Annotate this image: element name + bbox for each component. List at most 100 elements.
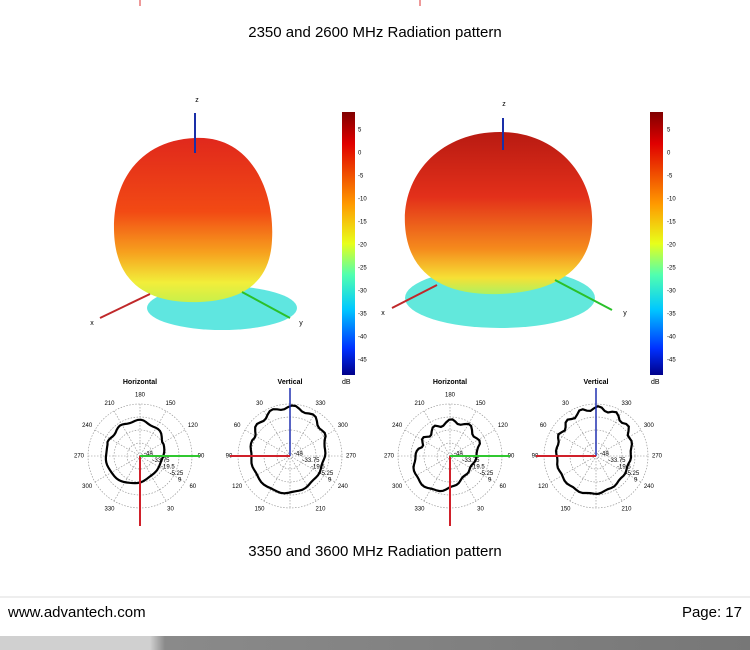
colorbar-unit: dB	[342, 379, 351, 386]
radial-label: -33.75	[463, 458, 481, 464]
angle-label: 60	[189, 484, 196, 490]
radial-label: 9	[178, 478, 182, 484]
radial-label: -19.5	[161, 465, 175, 471]
polar-title: Horizontal	[433, 379, 467, 386]
axis-label: y	[299, 320, 303, 327]
radial-label: -19.5	[617, 465, 631, 471]
axis-label: x	[381, 310, 385, 317]
colorbar-label: -40	[358, 335, 367, 341]
colorbar-unit: dB	[651, 379, 660, 386]
polar-title: Vertical	[278, 379, 303, 386]
radial-label: -19.5	[471, 465, 485, 471]
caption: 3350 and 3600 MHz Radiation pattern	[248, 543, 502, 560]
colorbar-label: -20	[358, 243, 367, 249]
angle-label: 330	[315, 401, 326, 407]
colorbar-label: -10	[667, 197, 676, 203]
radial-label: -33.75	[303, 458, 321, 464]
colorbar	[342, 112, 355, 375]
radial-label: 9	[488, 478, 492, 484]
radial-label: -48	[144, 452, 153, 458]
angle-label: 240	[392, 423, 403, 429]
angle-label: 120	[498, 423, 509, 429]
radial-label: -19.5	[311, 465, 325, 471]
angle-label: 150	[475, 401, 486, 407]
colorbar-label: 0	[358, 151, 362, 157]
angle-label: 330	[621, 401, 632, 407]
pattern-3d: z x y	[381, 101, 627, 328]
radial-label: -33.75	[609, 458, 627, 464]
colorbar-label: -25	[358, 266, 367, 272]
angle-label: 270	[346, 454, 357, 460]
pattern-curve	[104, 418, 166, 485]
radial-label: 9	[328, 478, 332, 484]
polar-title: Vertical	[584, 379, 609, 386]
radial-label: -5.25	[170, 471, 184, 477]
colorbar-label: -45	[667, 358, 676, 364]
angle-label: 90	[198, 454, 205, 460]
colorbar-label: -30	[667, 289, 676, 295]
colorbar-label: -35	[358, 312, 367, 318]
x-axis	[391, 284, 438, 309]
radial-label: 9	[634, 478, 638, 484]
y-axis	[241, 291, 291, 319]
pattern-curve	[554, 404, 634, 496]
angle-label: 330	[414, 506, 425, 512]
radial-label: -5.25	[626, 471, 640, 477]
axis-label: x	[90, 320, 94, 327]
angle-label: 30	[477, 506, 484, 512]
polar-title: Horizontal	[123, 379, 157, 386]
angle-label: 300	[392, 484, 403, 490]
colorbar-label: 0	[667, 151, 671, 157]
angle-label: 180	[445, 393, 456, 399]
y-axis	[554, 279, 613, 311]
angle-label: 90	[532, 454, 539, 460]
angle-label: 30	[562, 401, 569, 407]
angle-label: 60	[234, 423, 241, 429]
angle-label: 330	[104, 506, 115, 512]
angle-label: 90	[226, 454, 233, 460]
angle-label: 90	[508, 454, 515, 460]
colorbar-label: -5	[358, 174, 364, 180]
footer-site: www.advantech.com	[7, 604, 146, 621]
axis-label: z	[502, 101, 506, 108]
angle-label: 270	[652, 454, 663, 460]
radial-label: -48	[294, 452, 303, 458]
angle-label: 30	[256, 401, 263, 407]
colorbar-label: -35	[667, 312, 676, 318]
angle-label: 30	[167, 506, 174, 512]
angle-label: 120	[188, 423, 199, 429]
radial-label: -48	[600, 452, 609, 458]
radial-label: -5.25	[320, 471, 334, 477]
angle-label: 150	[560, 506, 571, 512]
radial-label: -5.25	[480, 471, 494, 477]
colorbar-label: -5	[667, 174, 673, 180]
angle-label: 210	[414, 401, 425, 407]
angle-label: 210	[621, 506, 632, 512]
colorbar-label: -15	[358, 220, 367, 226]
footer-page: Page: 17	[682, 604, 742, 621]
colorbar-label: -15	[667, 220, 676, 226]
colorbar-label: -20	[667, 243, 676, 249]
angle-label: 300	[338, 423, 349, 429]
angle-label: 210	[104, 401, 115, 407]
angle-label: 120	[538, 484, 549, 490]
colorbar-label: -10	[358, 197, 367, 203]
angle-label: 120	[232, 484, 243, 490]
blob	[113, 137, 273, 303]
axis-label: z	[195, 97, 199, 104]
colorbar-label: -40	[667, 335, 676, 341]
angle-label: 150	[254, 506, 265, 512]
footer-bar	[0, 636, 750, 650]
caption: 2350 and 2600 MHz Radiation pattern	[248, 24, 502, 41]
angle-label: 210	[315, 506, 326, 512]
colorbar-label: -30	[358, 289, 367, 295]
angle-label: 60	[540, 423, 547, 429]
axis-label: y	[623, 310, 627, 317]
x-axis	[99, 293, 151, 319]
angle-label: 300	[82, 484, 93, 490]
angle-label: 240	[82, 423, 93, 429]
angle-label: 240	[338, 484, 349, 490]
angle-label: 240	[644, 484, 655, 490]
angle-label: 270	[384, 454, 395, 460]
